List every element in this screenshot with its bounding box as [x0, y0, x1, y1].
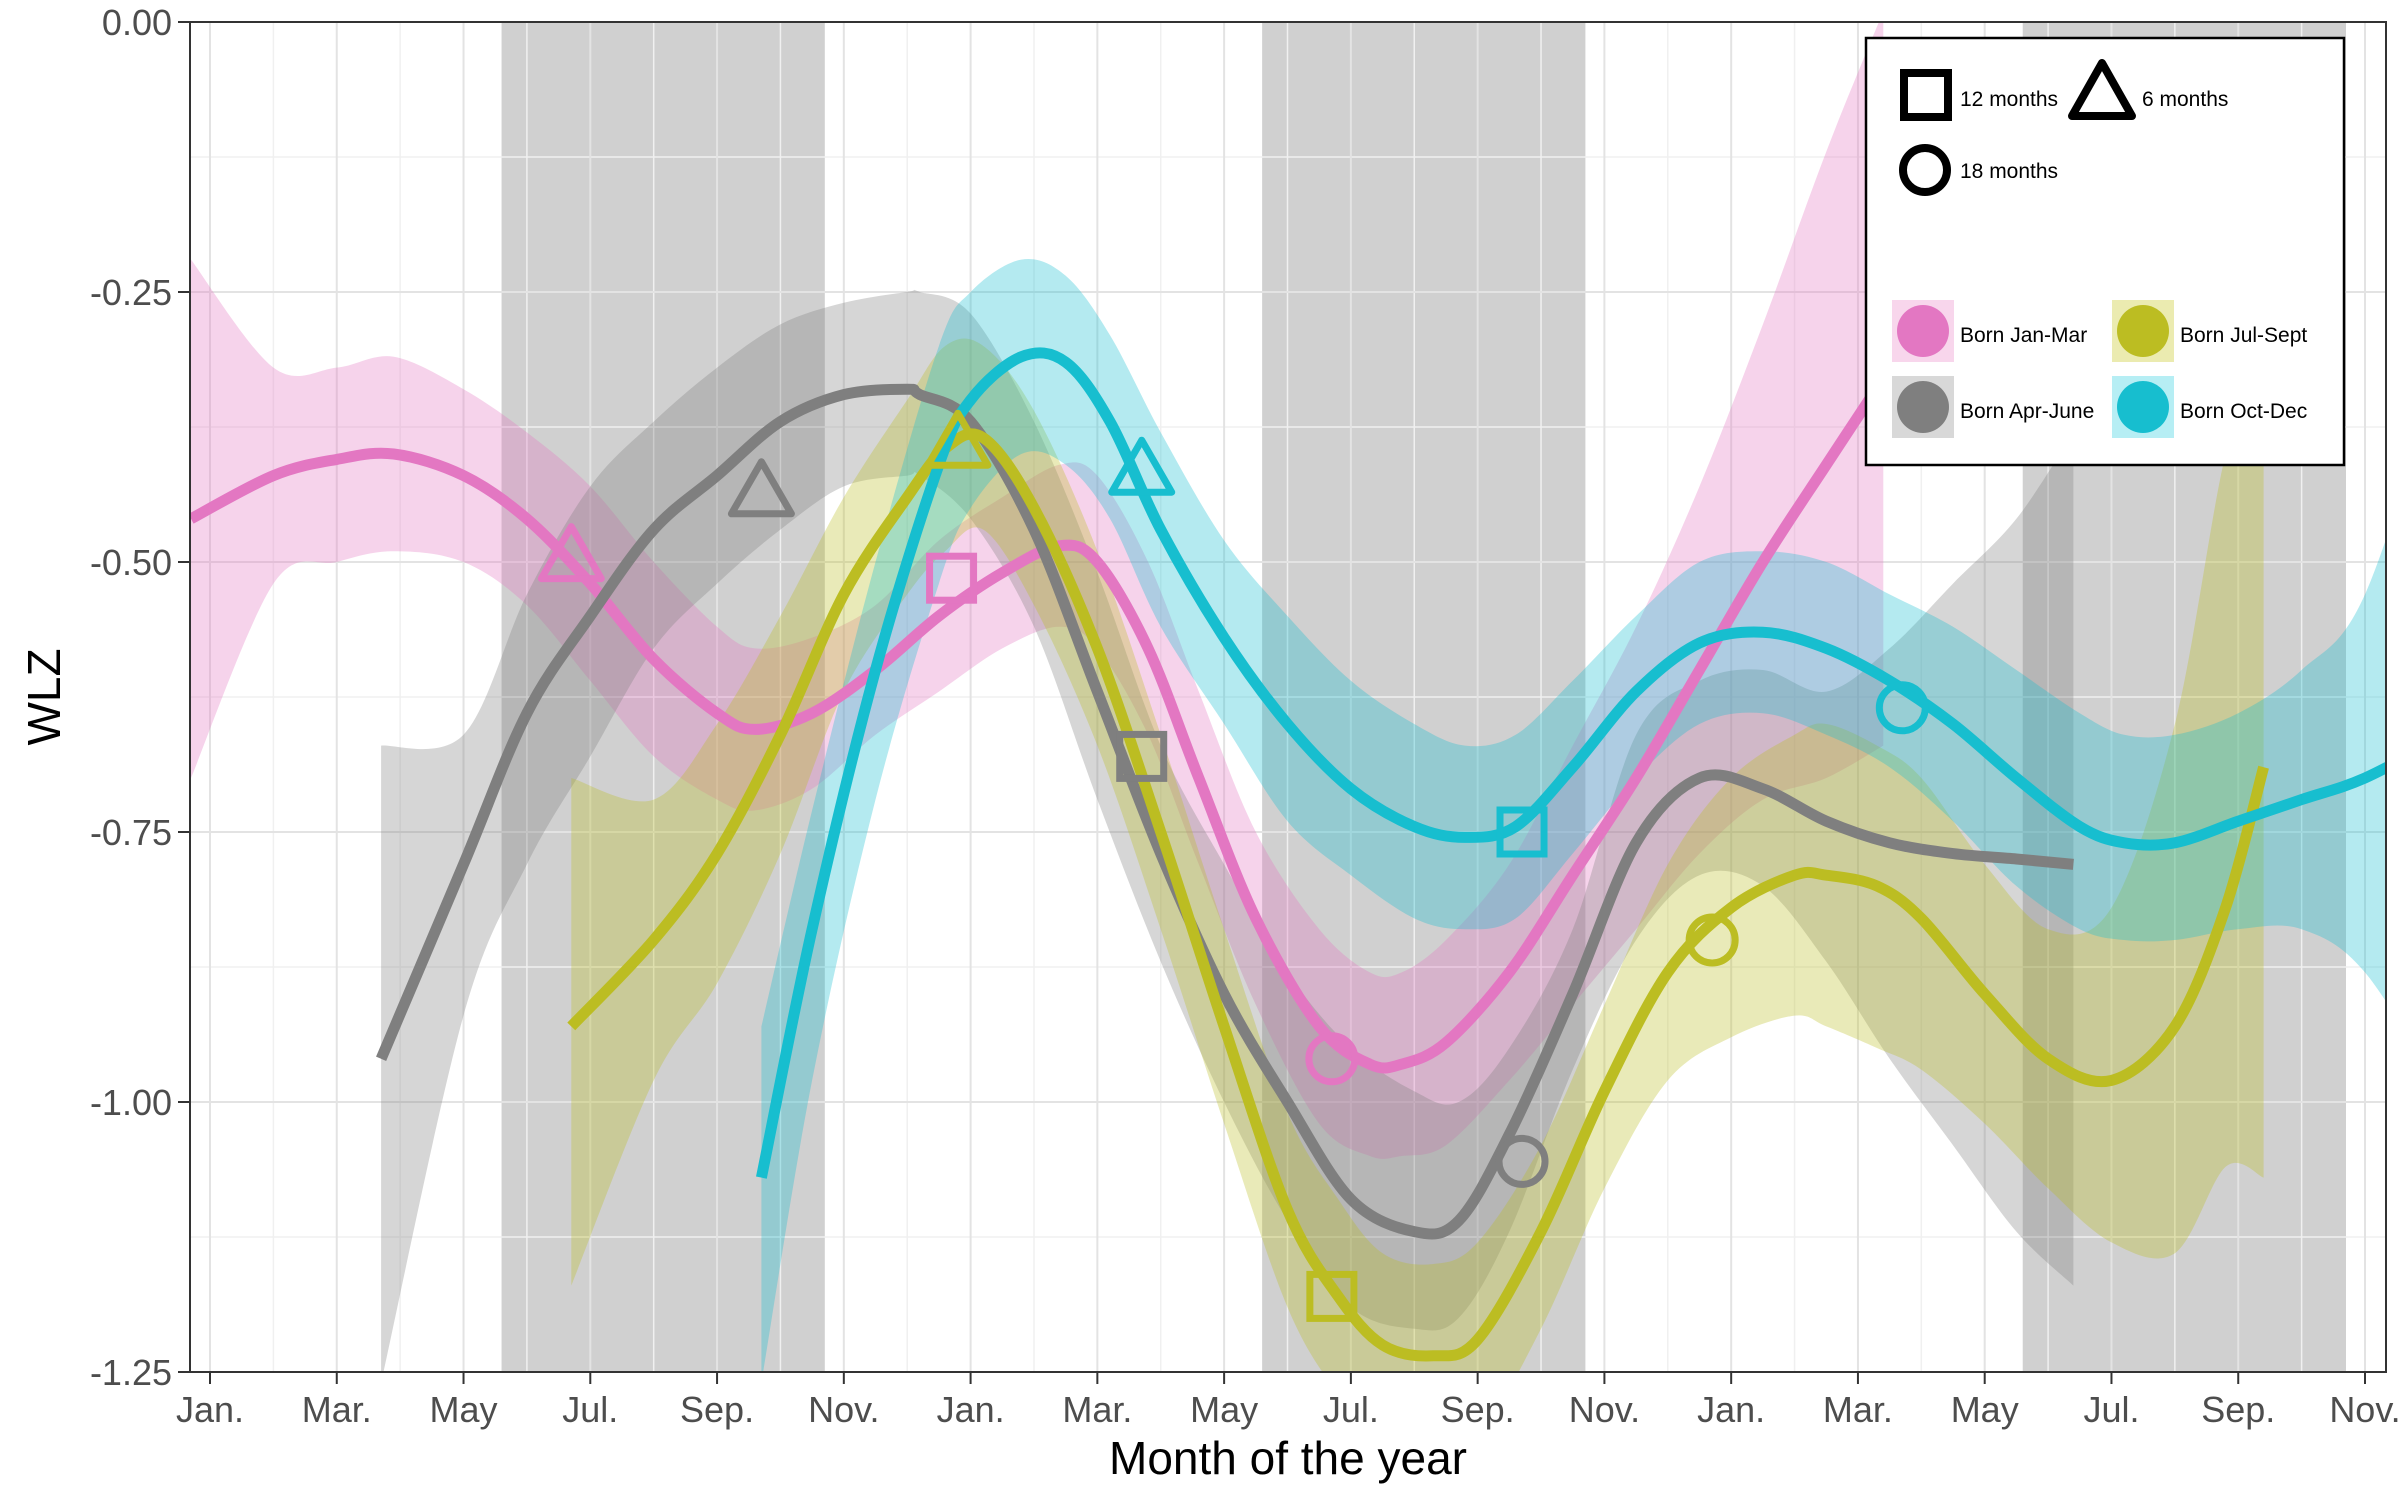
legend-shape-label: 12 months [1960, 88, 2058, 111]
y-tick-label: -1.25 [90, 1352, 172, 1393]
x-tick-label: Mar. [1062, 1389, 1132, 1430]
confidence-ribbon [571, 338, 2264, 1372]
y-tick-label: -0.50 [90, 542, 172, 583]
x-tick-label: May [430, 1389, 498, 1430]
x-tick-label: Nov. [808, 1389, 879, 1430]
x-tick-label: Mar. [302, 1389, 372, 1430]
panel-border [189, 21, 2387, 1373]
legend-swatch-cyan [2117, 381, 2169, 433]
age-marker-circle [1305, 1032, 1359, 1086]
age-marker-circle [1875, 681, 1929, 735]
x-tick-label: Mar. [1823, 1389, 1893, 1430]
x-tick-label: May [1951, 1389, 2019, 1430]
legend-series-label: Born Jul-Sept [2180, 324, 2307, 347]
age-marker-square [1306, 1270, 1358, 1322]
legend-shape-label: 18 months [1960, 160, 2058, 183]
x-tick-label: Jul. [1323, 1389, 1379, 1430]
x-tick-label: Jan. [1697, 1389, 1765, 1430]
age-marker-triangle [924, 409, 992, 469]
age-marker-triangle [727, 458, 795, 518]
legend-swatch-olive [2117, 305, 2169, 357]
age-marker-square [1496, 806, 1548, 858]
x-tick-label: Jul. [2083, 1389, 2139, 1430]
confidence-ribbon [191, 22, 1884, 1159]
age-marker-triangle [1108, 436, 1176, 496]
series-line [567, 428, 2269, 1362]
confidence-ribbon [381, 289, 2074, 1372]
legend-swatch-gray [1897, 381, 1949, 433]
legend-shape-label: 6 months [2142, 88, 2228, 111]
legend-square-icon [1900, 69, 1952, 121]
legend-series-label: Born Jan-Mar [1960, 324, 2087, 347]
legend: 12 months 6 months 18 months Born Jan-Ma… [1864, 36, 2346, 467]
y-tick-label: 0.00 [102, 2, 172, 43]
x-tick-label: Nov. [2329, 1389, 2400, 1430]
age-marker-circle [1685, 913, 1739, 967]
x-tick-label: Jan. [937, 1389, 1005, 1430]
x-tick-label: Sep. [2201, 1389, 2275, 1430]
y-tick-label: -1.00 [90, 1082, 172, 1123]
series-line [190, 375, 1888, 1074]
legend-swatch-pink [1897, 305, 1949, 357]
y-axis-title: WLZ [18, 648, 70, 745]
legend-triangle-icon [2068, 59, 2136, 120]
x-tick-label: Jul. [562, 1389, 618, 1430]
age-marker-circle [1495, 1134, 1549, 1188]
x-axis-title: Month of the year [1109, 1432, 1467, 1484]
age-marker-triangle [537, 523, 605, 583]
y-tick-label: -0.25 [90, 272, 172, 313]
x-tick-label: Sep. [680, 1389, 754, 1430]
legend-series-label: Born Apr-June [1960, 400, 2094, 423]
y-tick-label: -0.75 [90, 812, 172, 853]
x-tick-label: May [1190, 1389, 1258, 1430]
x-tick-label: Sep. [1441, 1389, 1515, 1430]
legend-series-label: Born Oct-Dec [2180, 400, 2307, 423]
age-marker-square [1116, 730, 1168, 782]
age-marker-square [926, 552, 978, 604]
legend-circle-icon [1899, 144, 1951, 196]
series-line [756, 347, 2386, 1179]
x-tick-label: Nov. [1569, 1389, 1640, 1430]
x-tick-label: Jan. [176, 1389, 244, 1430]
